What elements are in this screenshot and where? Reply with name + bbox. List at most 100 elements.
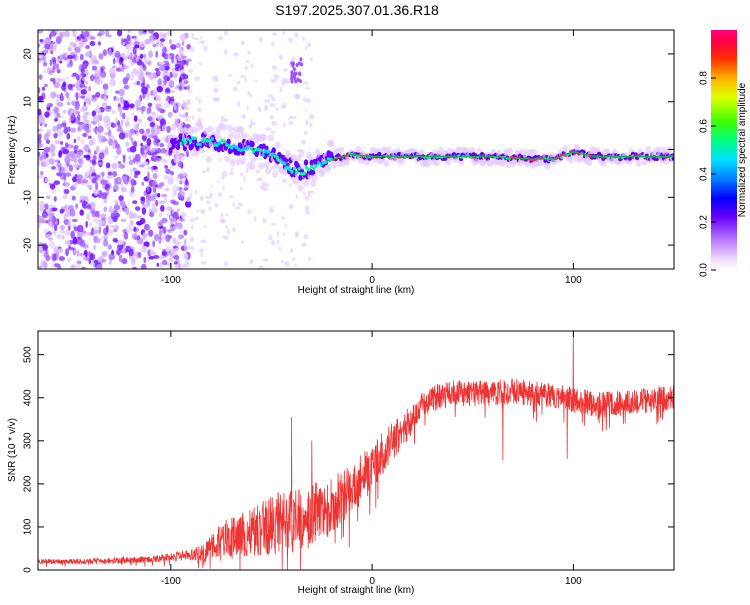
noise-speck — [75, 74, 80, 81]
spectrogram-x-tick-label: -100 — [161, 275, 181, 286]
noise-speck — [294, 79, 298, 84]
noise-speck — [159, 157, 166, 163]
noise-speck — [112, 185, 120, 191]
noise-speck — [129, 220, 134, 226]
noise-speck — [67, 247, 75, 251]
track-halo — [531, 148, 538, 156]
noise-speck — [227, 228, 231, 235]
noise-speck — [81, 77, 88, 82]
noise-speck — [88, 185, 93, 191]
noise-speck — [151, 153, 158, 162]
track-core — [268, 153, 272, 157]
noise-speck — [46, 102, 50, 108]
noise-speck — [170, 44, 177, 50]
track-halo — [229, 159, 236, 167]
track-core — [193, 136, 197, 141]
noise-speck — [59, 132, 63, 137]
noise-speck — [302, 191, 306, 196]
noise-speck — [253, 215, 257, 222]
noise-speck — [221, 219, 226, 224]
snr-y-tick-label: 200 — [23, 475, 34, 492]
noise-speck — [210, 184, 213, 188]
noise-speck — [169, 231, 173, 234]
noise-speck — [290, 70, 294, 75]
track-halo — [263, 161, 270, 169]
noise-speck — [126, 50, 132, 58]
noise-speck — [161, 259, 168, 265]
noise-speck — [178, 47, 183, 54]
noise-speck — [172, 237, 177, 244]
noise-speck — [72, 30, 77, 38]
noise-speck — [268, 94, 274, 98]
noise-speck — [101, 102, 108, 109]
noise-speck — [142, 161, 149, 166]
noise-speck — [292, 67, 296, 72]
snr-x-label: Height of straight line (km) — [298, 585, 415, 596]
noise-speck — [79, 209, 84, 216]
noise-speck — [118, 88, 125, 97]
noise-speck — [49, 143, 56, 152]
noise-speck — [142, 245, 148, 253]
noise-speck — [122, 246, 126, 255]
track-core — [244, 146, 248, 151]
noise-speck — [230, 167, 234, 171]
noise-speck — [78, 122, 84, 131]
noise-speck — [133, 174, 138, 179]
noise-speck — [159, 143, 165, 148]
noise-speck — [157, 193, 161, 198]
noise-speck — [42, 68, 50, 74]
track-core — [326, 157, 330, 161]
noise-speck — [165, 245, 171, 253]
noise-speck — [103, 88, 107, 96]
snr-y-tick-label: 300 — [23, 432, 34, 449]
noise-speck — [201, 39, 205, 46]
noise-speck — [65, 248, 69, 257]
track-core — [203, 137, 207, 141]
noise-speck — [173, 104, 177, 111]
noise-speck — [220, 115, 226, 122]
noise-speck — [62, 109, 67, 114]
noise-speck — [198, 62, 203, 66]
noise-speck — [159, 63, 166, 72]
noise-speck — [137, 106, 142, 111]
noise-speck — [69, 150, 76, 159]
noise-speck — [162, 46, 167, 54]
noise-speck — [221, 170, 228, 177]
noise-speck — [213, 90, 218, 93]
noise-speck — [305, 46, 308, 51]
noise-speck — [303, 233, 308, 240]
noise-speck — [98, 152, 105, 160]
noise-speck — [80, 95, 86, 99]
noise-speck — [306, 42, 311, 48]
track-halo — [227, 125, 234, 133]
noise-speck — [123, 231, 129, 240]
noise-speck — [264, 104, 268, 112]
noise-speck — [262, 258, 269, 262]
noise-speck — [131, 212, 138, 219]
noise-speck — [67, 46, 72, 52]
track-core — [314, 164, 318, 168]
spectrogram-y-ticks: -20 -10 0 10 20 — [23, 48, 674, 252]
noise-speck — [154, 169, 159, 173]
noise-speck — [179, 121, 184, 127]
noise-speck — [124, 207, 130, 214]
noise-speck — [173, 254, 180, 260]
noise-speck — [161, 248, 167, 256]
noise-speck — [48, 158, 55, 165]
noise-speck — [141, 206, 147, 215]
noise-speck — [115, 90, 120, 94]
spectrogram-x-ticks: -100 0 100 — [161, 30, 582, 286]
noise-speck — [51, 207, 58, 212]
track-halo — [177, 126, 184, 134]
noise-speck — [52, 59, 57, 65]
noise-speck — [97, 41, 102, 46]
noise-speck — [60, 115, 64, 119]
noise-speck — [282, 68, 289, 72]
noise-speck — [80, 68, 85, 74]
track-core — [188, 139, 193, 143]
noise-speck — [50, 30, 57, 37]
noise-speck — [305, 87, 311, 90]
noise-speck — [249, 93, 253, 98]
noise-speck — [38, 133, 42, 140]
spectrogram-y-tick-label: 10 — [23, 96, 34, 108]
